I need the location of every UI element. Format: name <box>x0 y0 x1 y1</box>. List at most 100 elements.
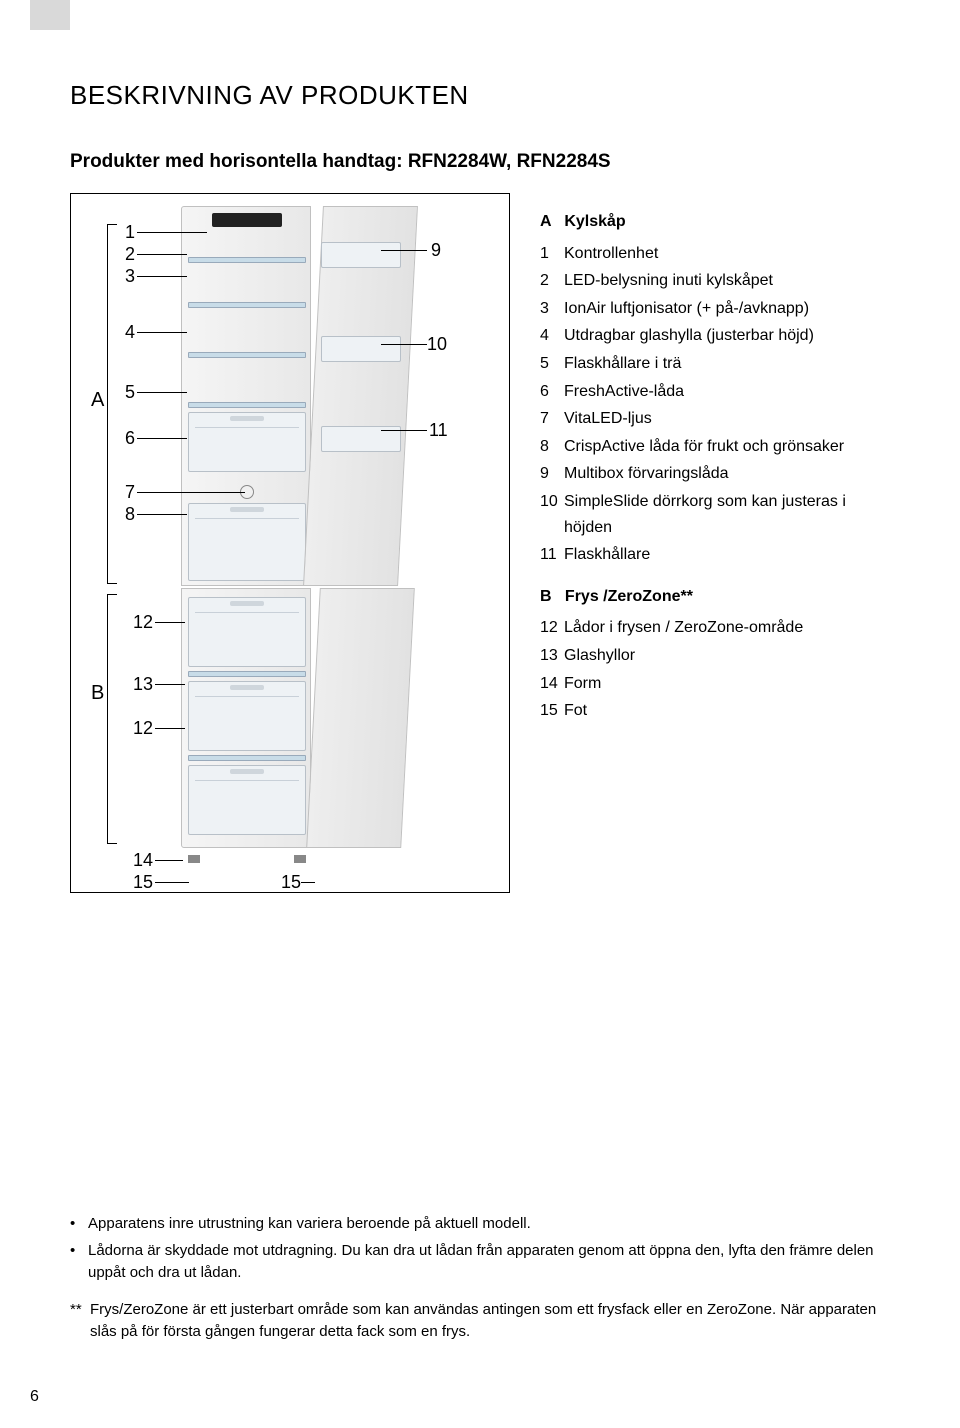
foot <box>294 855 306 863</box>
legend-item: 11Flaskhållare <box>540 542 890 568</box>
legend-item: 1Kontrollenhet <box>540 241 890 267</box>
legend-num: 1 <box>540 241 564 267</box>
bracket-B <box>107 594 117 844</box>
label-6: 6 <box>125 428 135 449</box>
legend-item: 12Lådor i frysen / ZeroZone-område <box>540 615 890 641</box>
leader-line <box>137 438 187 439</box>
notes-list: •Apparatens inre utrustning kan variera … <box>70 1213 890 1285</box>
legend-item: 10SimpleSlide dörrkorg som kan justeras … <box>540 489 890 540</box>
note-text: Lådorna är skyddade mot utdragning. Du k… <box>88 1240 890 1285</box>
drawer <box>188 412 306 472</box>
legend-item: 4Utdragbar glashylla (justerbar höjd) <box>540 323 890 349</box>
fridge-upper-body <box>181 206 311 586</box>
label-3: 3 <box>125 266 135 287</box>
freezer-drawer <box>188 765 306 835</box>
page-subtitle: Produkter med horisontella handtag: RFN2… <box>70 151 890 173</box>
legend-text: Multibox förvaringslåda <box>564 461 890 487</box>
legend-num: 14 <box>540 671 564 697</box>
legend-num: 12 <box>540 615 564 641</box>
legend-text: LED-belysning inuti kylskåpet <box>564 268 890 294</box>
leader-line <box>381 344 427 345</box>
note-bullet: •Apparatens inre utrustning kan variera … <box>70 1213 890 1236</box>
product-diagram: A 1 2 3 4 5 6 7 8 12 B <box>70 193 510 893</box>
control-panel <box>212 213 282 227</box>
legend-text: Glashyllor <box>564 643 890 669</box>
legend-text: Flaskhållare <box>564 542 890 568</box>
label-12: 12 <box>133 612 153 633</box>
bracket-A <box>107 224 117 584</box>
label-9: 9 <box>431 240 441 261</box>
footnote-mark: ** <box>70 1299 90 1344</box>
door-bin <box>321 242 401 268</box>
leader-line <box>155 728 185 729</box>
label-10: 10 <box>427 334 447 355</box>
leader-line <box>137 332 187 333</box>
freezer-body <box>181 588 311 848</box>
door-bin <box>321 336 401 362</box>
legend-A-letter: A <box>540 213 551 230</box>
legend-text: FreshActive-låda <box>564 379 890 405</box>
label-1: 1 <box>125 222 135 243</box>
leader-line <box>137 514 187 515</box>
shelf <box>188 302 306 308</box>
legend-text: Lådor i frysen / ZeroZone-område <box>564 615 890 641</box>
shelf <box>188 352 306 358</box>
diagram-row: A 1 2 3 4 5 6 7 8 12 B <box>70 193 890 893</box>
legend-item: 5Flaskhållare i trä <box>540 351 890 377</box>
leader-line <box>137 392 187 393</box>
leader-line <box>155 684 185 685</box>
legend-item: 2LED-belysning inuti kylskåpet <box>540 268 890 294</box>
label-2: 2 <box>125 244 135 265</box>
page-number: 6 <box>30 1388 39 1406</box>
label-7: 7 <box>125 482 135 503</box>
legend-item: 8CrispActive låda för frukt och grönsake… <box>540 434 890 460</box>
bullet-icon: • <box>70 1213 88 1236</box>
legend-item: 9Multibox förvaringslåda <box>540 461 890 487</box>
legend-num: 4 <box>540 323 564 349</box>
legend-num: 15 <box>540 698 564 724</box>
footnote: ** Frys/ZeroZone är ett justerbart områd… <box>70 1299 890 1344</box>
shelf <box>188 257 306 263</box>
manual-page: BESKRIVNING AV PRODUKTEN Produkter med h… <box>0 0 960 1428</box>
legend-num: 10 <box>540 489 564 540</box>
leader-line <box>381 250 427 251</box>
legend-item: 13Glashyllor <box>540 643 890 669</box>
legend-B-title: Frys /ZeroZone** <box>565 588 693 605</box>
leader-line <box>155 882 189 883</box>
freezer-drawer <box>188 681 306 751</box>
label-B: B <box>91 682 104 705</box>
legend-num: 11 <box>540 542 564 568</box>
legend-item: 3IonAir luftjonisator (+ på-/avknapp) <box>540 296 890 322</box>
label-11: 11 <box>429 420 448 441</box>
legend-num: 2 <box>540 268 564 294</box>
legend-text: CrispActive låda för frukt och grönsaker <box>564 434 890 460</box>
label-13: 13 <box>133 674 153 695</box>
legend-text: Form <box>564 671 890 697</box>
note-text: Apparatens inre utrustning kan variera b… <box>88 1213 531 1236</box>
leader-line <box>155 622 185 623</box>
page-tab <box>30 0 70 30</box>
label-14: 14 <box>133 850 153 871</box>
label-8: 8 <box>125 504 135 525</box>
footnote-text: Frys/ZeroZone är ett justerbart område s… <box>90 1299 890 1344</box>
leader-line <box>381 430 427 431</box>
legend-text: Flaskhållare i trä <box>564 351 890 377</box>
leader-line <box>137 254 187 255</box>
drawer <box>188 503 306 581</box>
legend-num: 8 <box>540 434 564 460</box>
legend-item: 14Form <box>540 671 890 697</box>
note-bullet: •Lådorna är skyddade mot utdragning. Du … <box>70 1240 890 1285</box>
label-A: A <box>91 389 104 412</box>
legend-item: 6FreshActive-låda <box>540 379 890 405</box>
label-15b: 15 <box>281 872 301 893</box>
page-content: BESKRIVNING AV PRODUKTEN Produkter med h… <box>0 0 960 1344</box>
legend: A Kylskåp 1Kontrollenhet 2LED-belysning … <box>540 193 890 726</box>
legend-num: 5 <box>540 351 564 377</box>
bullet-icon: • <box>70 1240 88 1285</box>
leader-line <box>137 276 187 277</box>
legend-text: Fot <box>564 698 890 724</box>
fridge-door-bottom <box>306 588 415 848</box>
foot <box>188 855 200 863</box>
legend-text: SimpleSlide dörrkorg som kan justeras i … <box>564 489 890 540</box>
leader-line <box>301 882 315 883</box>
